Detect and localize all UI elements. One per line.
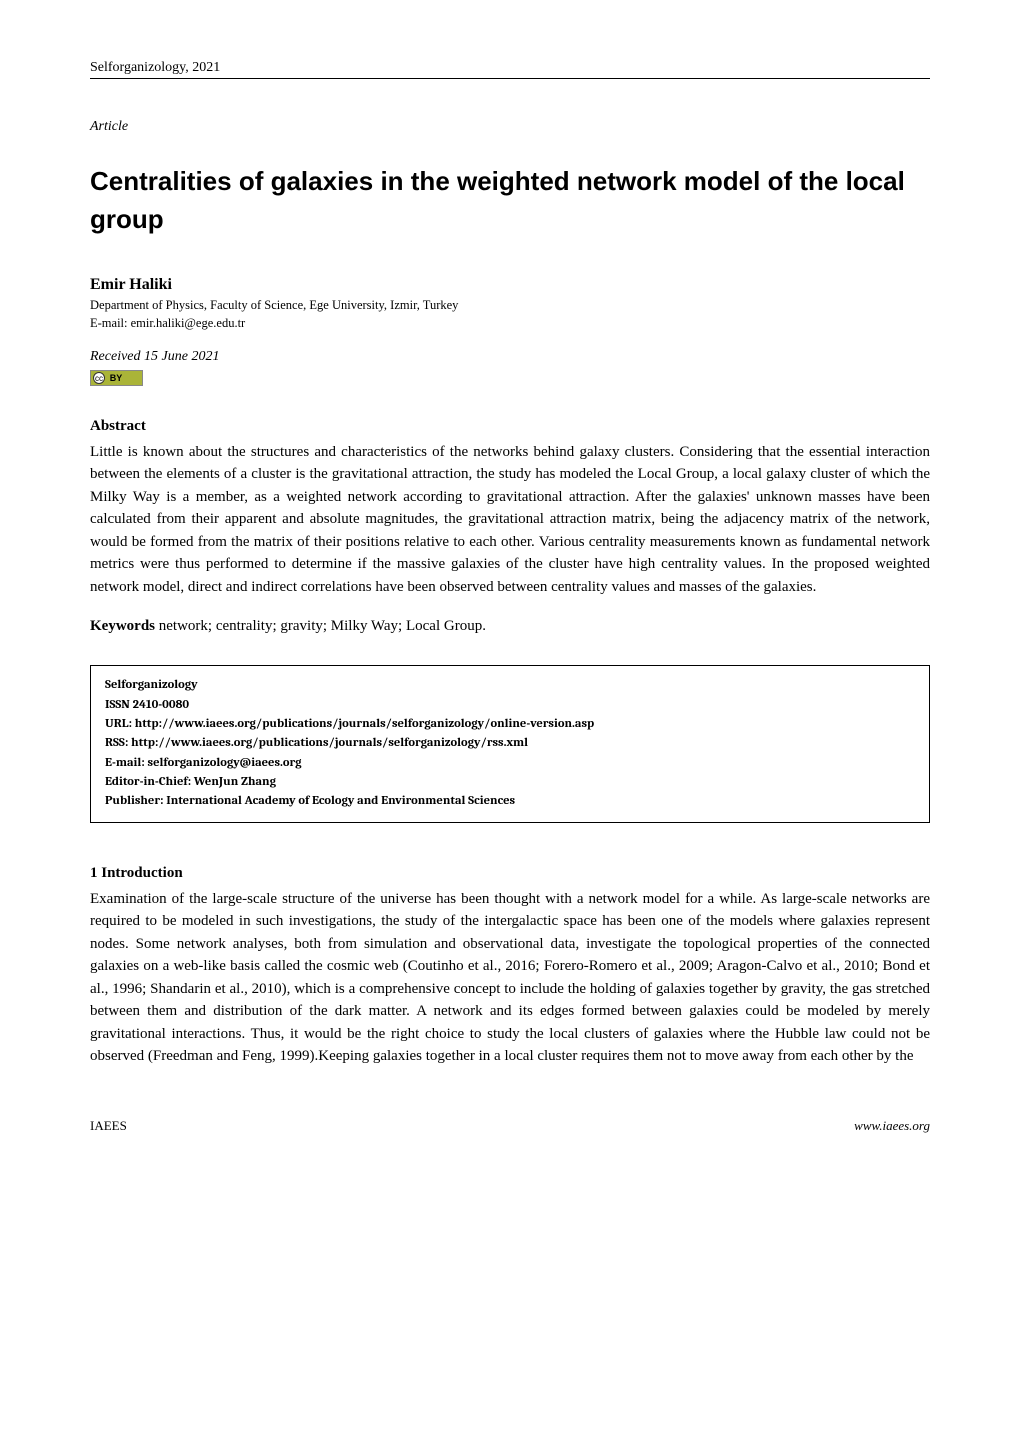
pub-editor: Editor-in-Chief: WenJun Zhang bbox=[105, 773, 915, 792]
paper-title: Centralities of galaxies in the weighted… bbox=[90, 163, 930, 238]
cc-by-label: BY bbox=[108, 373, 141, 383]
author-email: E-mail: emir.haliki@ege.edu.tr bbox=[90, 316, 930, 331]
footer-right: www.iaees.org bbox=[854, 1118, 930, 1134]
publication-info-box: Selforganizology ISSN 2410-0080 URL: htt… bbox=[90, 665, 930, 823]
footer-left: IAEES bbox=[90, 1118, 127, 1134]
pub-email: E-mail: selforganizology@iaees.org bbox=[105, 754, 915, 773]
journal-name: Selforganizology, 2021 bbox=[90, 60, 220, 76]
pub-name: Selforganizology bbox=[105, 676, 915, 695]
pub-issn: ISSN 2410-0080 bbox=[105, 696, 915, 715]
article-type-label: Article bbox=[90, 119, 930, 135]
page-footer: IAEES www.iaees.org bbox=[90, 1118, 930, 1134]
keywords-label: Keywords bbox=[90, 618, 155, 634]
keywords-text: network; centrality; gravity; Milky Way;… bbox=[155, 618, 486, 634]
received-date: Received 15 June 2021 bbox=[90, 349, 930, 365]
cc-icon: cc bbox=[93, 372, 105, 384]
abstract-heading: Abstract bbox=[90, 418, 930, 435]
intro-heading: 1 Introduction bbox=[90, 865, 930, 882]
header-rule bbox=[90, 78, 930, 79]
author-name: Emir Haliki bbox=[90, 276, 930, 294]
author-affiliation: Department of Physics, Faculty of Scienc… bbox=[90, 298, 930, 313]
abstract-text: Little is known about the structures and… bbox=[90, 441, 930, 599]
keywords-line: Keywords network; centrality; gravity; M… bbox=[90, 618, 930, 635]
cc-license-badge: cc BY bbox=[90, 370, 143, 386]
pub-publisher: Publisher: International Academy of Ecol… bbox=[105, 792, 915, 811]
pub-rss: RSS: http://www.iaees.org/publications/j… bbox=[105, 734, 915, 753]
pub-url: URL: http://www.iaees.org/publications/j… bbox=[105, 715, 915, 734]
intro-text: Examination of the large-scale structure… bbox=[90, 888, 930, 1068]
running-header: Selforganizology, 2021 bbox=[90, 60, 930, 76]
